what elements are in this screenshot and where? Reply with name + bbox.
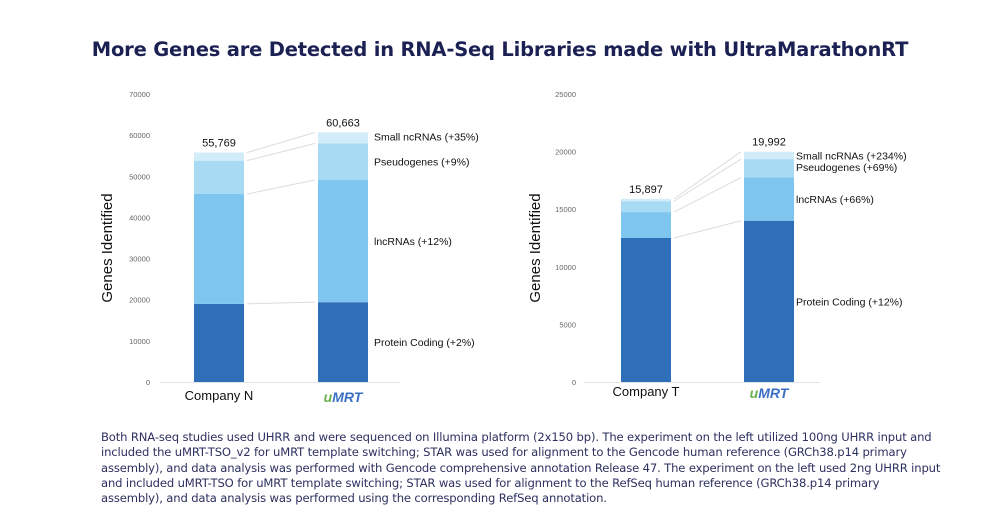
y-tick-label: 60000: [129, 131, 150, 140]
y-tick-label: 50000: [129, 172, 150, 181]
segment-label: Small ncRNAs (+234%): [796, 151, 907, 163]
y-tick-label: 10000: [129, 337, 150, 346]
bar-segment-protein-coding: [744, 220, 794, 382]
connector-line: [246, 179, 316, 195]
bar-segment-pseudogenes: [621, 201, 671, 213]
umrt-u: u: [324, 389, 333, 405]
y-tick-label: 20000: [555, 148, 576, 157]
category-label-umrt: uMRT: [750, 385, 790, 401]
connector-line: [673, 151, 742, 200]
y-tick-label: 15000: [555, 205, 576, 214]
charts-canvas: 010000200003000040000500006000070000Gene…: [99, 90, 907, 405]
bar-segment-small-ncrna: [744, 151, 794, 160]
bar-segment-pseudogenes: [318, 143, 368, 180]
bar-segment-protein-coding: [318, 302, 368, 382]
y-tick-label: 40000: [129, 213, 150, 222]
total-label: 19,992: [752, 137, 786, 149]
umrt-mrt: MRT: [758, 385, 790, 401]
bar-segment-protein-coding: [621, 238, 671, 382]
y-tick-label: 5000: [559, 320, 576, 329]
bar-segment-lncrna: [318, 179, 368, 303]
y-tick-label: 10000: [555, 263, 576, 272]
bar-segment-lncrna: [744, 177, 794, 221]
y-tick-label: 30000: [129, 255, 150, 264]
chart-title: More Genes are Detected in RNA-Seq Libra…: [91, 38, 909, 61]
segment-label: Pseudogenes (+9%): [374, 157, 469, 169]
segment-label: lncRNAs (+12%): [374, 236, 452, 248]
connector-line: [246, 142, 316, 162]
connector-line: [673, 220, 742, 239]
category-label-umrt: uMRT: [324, 389, 364, 405]
total-label: 60,663: [326, 117, 360, 129]
connector-line: [673, 177, 742, 213]
bar-segment-protein-coding: [194, 303, 244, 382]
bar-segment-small-ncrna: [318, 132, 368, 144]
bar-segment-small-ncrna: [194, 152, 244, 161]
y-tick-label: 25000: [555, 90, 576, 99]
bar-segment-lncrna: [621, 212, 671, 238]
total-label: 55,769: [202, 138, 236, 150]
connector-line: [673, 158, 742, 202]
segment-label: Small ncRNAs (+35%): [374, 131, 479, 143]
total-label: 15,897: [629, 184, 663, 196]
bar-segment-lncrna: [194, 193, 244, 304]
connector-line: [246, 131, 316, 154]
y-tick-label: 70000: [129, 90, 150, 99]
y-axis-label: Genes Identified: [527, 193, 544, 302]
y-axis-label: Genes Identified: [99, 193, 116, 302]
bar-segment-pseudogenes: [194, 160, 244, 194]
segment-label: Pseudogenes (+69%): [796, 162, 897, 174]
connector-line: [246, 301, 316, 305]
y-tick-label: 0: [146, 378, 150, 387]
umrt-mrt: MRT: [332, 389, 364, 405]
category-label: Company N: [185, 388, 254, 403]
y-tick-label: 0: [572, 378, 576, 387]
umrt-u: u: [750, 385, 759, 401]
category-label: Company T: [613, 384, 680, 399]
bar-segment-pseudogenes: [744, 159, 794, 178]
bar-segment-small-ncrna: [621, 198, 671, 202]
y-tick-label: 20000: [129, 296, 150, 305]
segment-label: Protein Coding (+2%): [374, 337, 475, 349]
segment-label: lncRNAs (+66%): [796, 194, 874, 206]
segment-label: Protein Coding (+12%): [796, 296, 903, 308]
caption-text: Both RNA-seq studies used UHRR and were …: [101, 430, 941, 506]
